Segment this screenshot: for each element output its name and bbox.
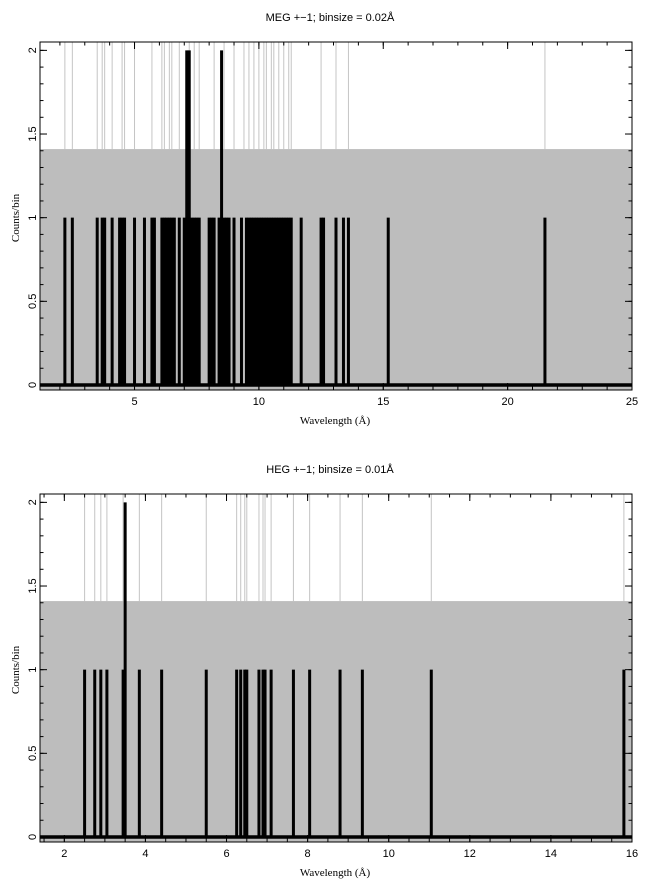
plot-frame xyxy=(39,41,633,391)
x-axis-label: Wavelength (Å) xyxy=(300,867,371,879)
y-tick-label: 0.5 xyxy=(27,746,39,761)
x-tick-label: 6 xyxy=(223,848,229,860)
y-tick-label: 1 xyxy=(27,667,39,673)
y-tick-label: 1.5 xyxy=(27,126,39,141)
y-tick-label: 2 xyxy=(27,499,39,505)
y-tick-label: 0 xyxy=(27,382,39,388)
x-axis-label: Wavelength (Å) xyxy=(300,415,371,427)
x-tick-label: 20 xyxy=(502,396,514,408)
x-tick-label: 2 xyxy=(61,848,67,860)
x-tick-label: 25 xyxy=(626,396,638,408)
y-tick-label: 2 xyxy=(27,47,39,53)
y-axis-label: Counts/bin xyxy=(10,645,22,694)
x-tick-label: 5 xyxy=(131,396,137,408)
x-tick-label: 15 xyxy=(377,396,389,408)
x-tick-label: 4 xyxy=(142,848,148,860)
x-tick-label: 10 xyxy=(383,848,395,860)
meg-panel: MEG +−1; binsize = 0.02Å Counts/bin Wave… xyxy=(10,11,638,427)
chart-title: MEG +−1; binsize = 0.02Å xyxy=(266,11,395,24)
x-tick-label: 12 xyxy=(464,848,476,860)
plot-frame xyxy=(39,493,633,843)
y-tick-label: 1 xyxy=(27,215,39,221)
x-tick-label: 14 xyxy=(545,848,557,860)
y-axis-label: Counts/bin xyxy=(10,193,22,242)
error-band xyxy=(40,601,632,842)
y-tick-label: 0.5 xyxy=(27,294,39,309)
heg-panel: HEG +−1; binsize = 0.01Å Counts/bin Wave… xyxy=(10,463,638,879)
y-tick-label: 0 xyxy=(27,834,39,840)
chart-title: HEG +−1; binsize = 0.01Å xyxy=(266,463,394,476)
x-tick-label: 10 xyxy=(253,396,265,408)
y-tick-label: 1.5 xyxy=(27,578,39,593)
x-tick-label: 8 xyxy=(305,848,311,860)
x-tick-label: 16 xyxy=(626,848,638,860)
